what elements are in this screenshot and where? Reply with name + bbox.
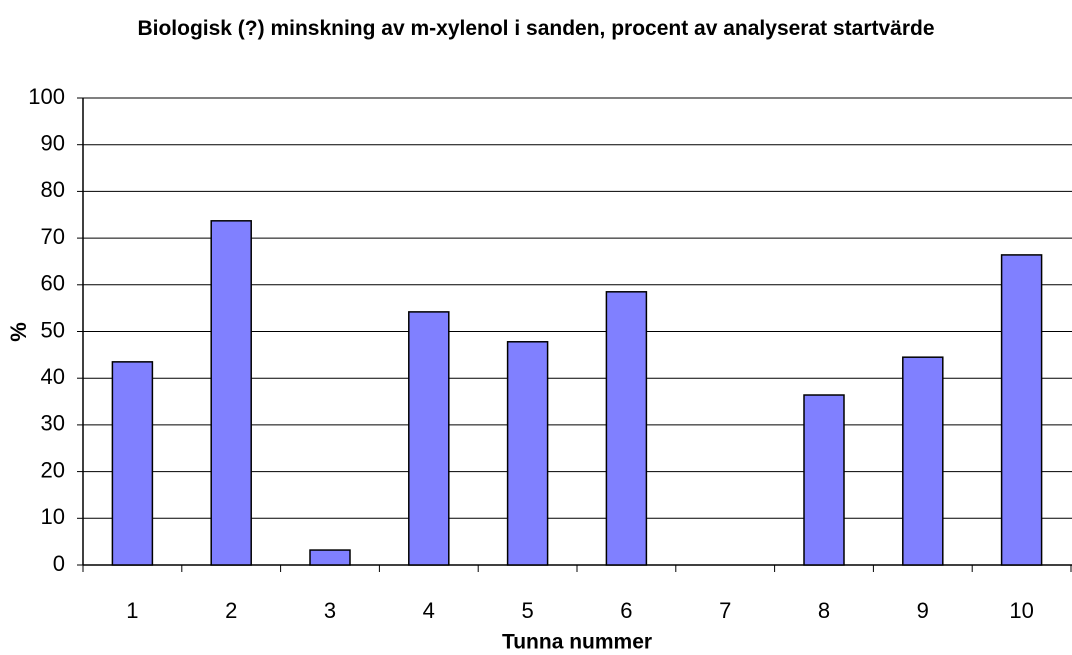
x-tick-label: 8 bbox=[818, 598, 830, 623]
x-tick-label: 5 bbox=[521, 598, 533, 623]
bar bbox=[309, 549, 351, 566]
y-tick-label: 0 bbox=[53, 551, 65, 576]
x-tick-label: 1 bbox=[126, 598, 138, 623]
y-tick-label: 70 bbox=[41, 224, 65, 249]
bar bbox=[111, 361, 154, 566]
y-tick-label: 100 bbox=[28, 84, 65, 109]
x-tick-label: 6 bbox=[620, 598, 632, 623]
y-tick-label: 30 bbox=[41, 411, 65, 436]
bar bbox=[408, 311, 450, 566]
y-tick-label: 90 bbox=[41, 131, 65, 156]
bar bbox=[506, 341, 549, 566]
y-tick-label: 60 bbox=[41, 271, 65, 296]
y-tick-label: 50 bbox=[41, 317, 65, 342]
y-axis-label: % bbox=[6, 322, 31, 342]
y-tick-label: 20 bbox=[41, 457, 65, 482]
bar bbox=[902, 356, 944, 566]
bar bbox=[803, 394, 845, 566]
x-tick-label: 3 bbox=[324, 598, 336, 623]
bar bbox=[605, 291, 648, 566]
chart-title: Biologisk (?) minskning av m-xylenol i s… bbox=[137, 17, 935, 40]
bar bbox=[210, 220, 252, 566]
bar bbox=[1000, 254, 1043, 566]
x-tick-label: 10 bbox=[1009, 598, 1033, 623]
y-tick-label: 80 bbox=[41, 177, 65, 202]
x-axis-label: Tunna nummer bbox=[502, 631, 652, 654]
x-tick-label: 7 bbox=[719, 598, 731, 623]
y-tick-label: 40 bbox=[41, 364, 65, 389]
x-tick-label: 4 bbox=[423, 598, 435, 623]
x-tick-label: 2 bbox=[225, 598, 237, 623]
x-tick-label: 9 bbox=[917, 598, 929, 623]
y-tick-label: 10 bbox=[41, 504, 65, 529]
